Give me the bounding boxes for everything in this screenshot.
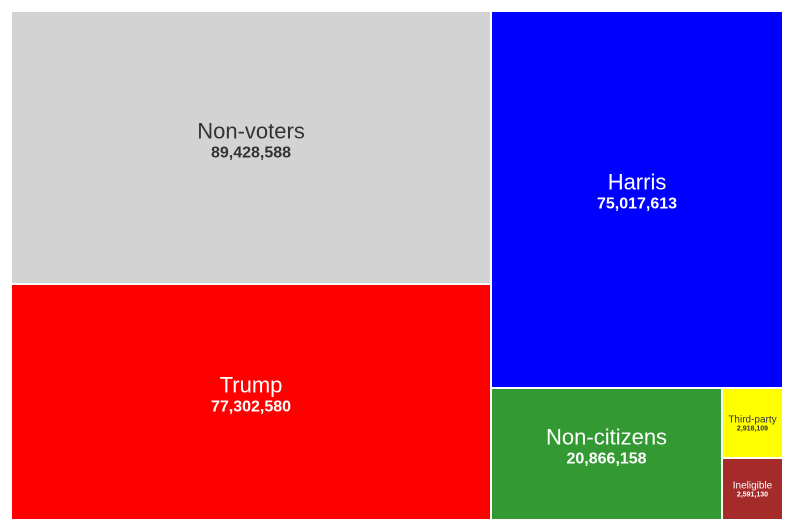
treemap-cell-label: Third-party xyxy=(728,413,777,425)
treemap-cell-label: Harris xyxy=(607,169,667,195)
treemap-label-group: Trump 77,302,580 xyxy=(12,373,490,416)
treemap-cell-non-citizens: Non-citizens 20,866,158 xyxy=(491,387,723,520)
treemap-cell-value: 2,591,130 xyxy=(736,491,769,499)
treemap-cell-value: 20,866,158 xyxy=(566,450,647,468)
treemap-cell-third-party: Third-party 2,918,109 xyxy=(722,387,783,458)
treemap-label-group: Third-party 2,918,109 xyxy=(723,414,782,433)
treemap-cell-label: Trump xyxy=(219,372,283,398)
treemap-label-group: Harris 75,017,613 xyxy=(492,169,782,214)
treemap-cell-value: 75,017,613 xyxy=(596,195,678,213)
treemap-cell-harris: Harris 75,017,613 xyxy=(491,11,783,388)
treemap-cell-label: Non-voters xyxy=(197,117,305,143)
treemap-cell-non-voters: Non-voters 89,428,588 xyxy=(11,11,492,284)
treemap-cell-value: 2,918,109 xyxy=(736,424,769,432)
treemap-cell-ineligible: Ineligible 2,591,130 xyxy=(722,457,783,520)
treemap-cell-label: Non-citizens xyxy=(546,424,668,450)
treemap-label-group: Ineligible 2,591,130 xyxy=(723,480,782,499)
treemap-cell-trump: Trump 77,302,580 xyxy=(11,284,492,520)
treemap-label-group: Non-citizens 20,866,158 xyxy=(492,424,721,468)
treemap-cell-value: 89,428,588 xyxy=(210,144,292,161)
treemap-label-group: Non-voters 89,428,588 xyxy=(12,117,490,162)
treemap-cell-value: 77,302,580 xyxy=(210,398,292,416)
treemap-cell-label: Ineligible xyxy=(732,480,773,492)
